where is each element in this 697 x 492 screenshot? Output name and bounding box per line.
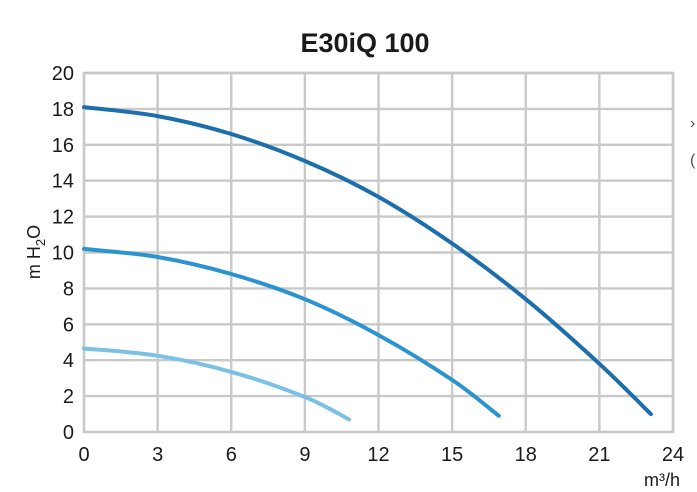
x-tick-label: 9 (299, 444, 310, 466)
y-tick-label: 18 (52, 99, 74, 121)
x-tick-label: 21 (588, 444, 610, 466)
y-tick-label: 6 (63, 314, 74, 336)
y-tick-label: 0 (63, 422, 74, 444)
grid (82, 71, 675, 434)
x-tick-label: 24 (662, 444, 684, 466)
x-axis-label: m³/h (644, 470, 680, 490)
y-tick-label: 8 (63, 278, 74, 300)
y-tick-label: 20 (52, 63, 74, 85)
series-line-1 (82, 105, 653, 417)
y-tick-label: 14 (52, 171, 74, 193)
x-tick-label: 18 (515, 444, 537, 466)
x-tick-label: 6 (226, 444, 237, 466)
series-line-3 (82, 346, 352, 422)
y-tick-label: 12 (52, 207, 74, 229)
y-axis-label-sub: 2 (33, 239, 48, 246)
y-tick-label: 2 (63, 386, 74, 408)
y-axis-label-main: m H (24, 246, 44, 279)
x-tick-label: 12 (367, 444, 389, 466)
edge-glyph-bottom: ( (690, 152, 696, 169)
x-tick-label: 15 (441, 444, 463, 466)
y-axis-label: m H2O (24, 225, 48, 279)
x-axis-ticks: 0 3 6 9 12 15 18 21 24 (78, 444, 684, 466)
plot-frame (82, 71, 675, 434)
series-group (82, 105, 653, 422)
series-line-2 (82, 246, 501, 418)
x-tick-label: 0 (78, 444, 89, 466)
y-axis-label-tail: O (24, 225, 44, 239)
y-axis-ticks: 0 2 4 6 8 10 12 14 16 18 20 (52, 63, 74, 444)
edge-glyph-top: › (690, 115, 695, 132)
y-tick-label: 4 (63, 350, 74, 372)
x-tick-label: 3 (152, 444, 163, 466)
y-tick-label: 16 (52, 135, 74, 157)
y-tick-label: 10 (52, 243, 74, 265)
chart-title: E30iQ 100 (300, 28, 429, 58)
